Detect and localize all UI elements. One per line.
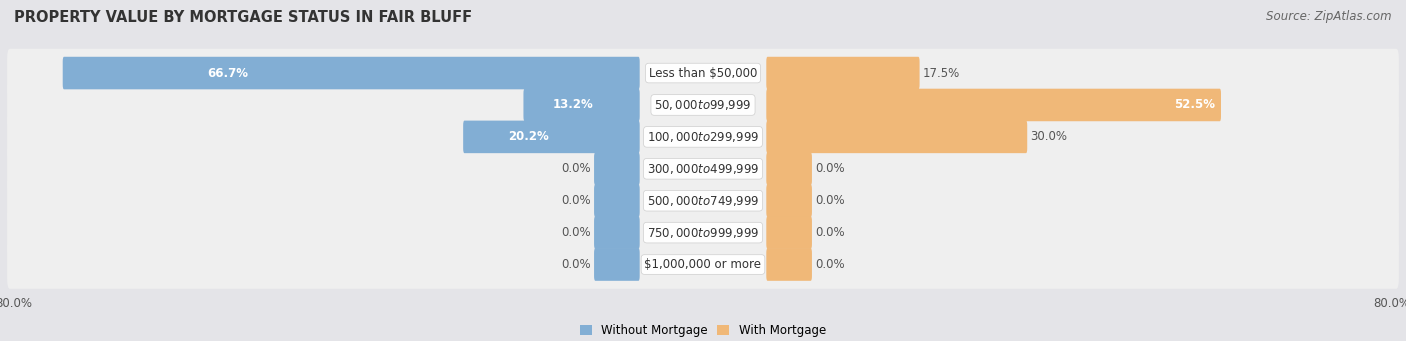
Text: $300,000 to $499,999: $300,000 to $499,999 [647,162,759,176]
Text: 30.0%: 30.0% [1031,130,1067,143]
Legend: Without Mortgage, With Mortgage: Without Mortgage, With Mortgage [575,320,831,341]
FancyBboxPatch shape [7,113,1399,161]
Text: PROPERTY VALUE BY MORTGAGE STATUS IN FAIR BLUFF: PROPERTY VALUE BY MORTGAGE STATUS IN FAI… [14,10,472,25]
FancyBboxPatch shape [766,121,1028,153]
FancyBboxPatch shape [7,176,1399,225]
Text: 13.2%: 13.2% [553,99,593,112]
Text: 0.0%: 0.0% [815,162,845,175]
FancyBboxPatch shape [63,57,640,89]
Text: $100,000 to $299,999: $100,000 to $299,999 [647,130,759,144]
Text: 17.5%: 17.5% [922,66,960,79]
Text: 66.7%: 66.7% [208,66,249,79]
FancyBboxPatch shape [766,57,920,89]
FancyBboxPatch shape [595,184,640,217]
FancyBboxPatch shape [595,216,640,249]
Text: 0.0%: 0.0% [815,226,845,239]
FancyBboxPatch shape [766,152,811,185]
Text: 0.0%: 0.0% [561,162,591,175]
Text: $1,000,000 or more: $1,000,000 or more [644,258,762,271]
FancyBboxPatch shape [766,89,1220,121]
FancyBboxPatch shape [766,216,811,249]
Text: 52.5%: 52.5% [1174,99,1215,112]
FancyBboxPatch shape [7,208,1399,257]
Text: 0.0%: 0.0% [561,194,591,207]
Text: 0.0%: 0.0% [561,226,591,239]
Text: 20.2%: 20.2% [508,130,548,143]
Text: $500,000 to $749,999: $500,000 to $749,999 [647,194,759,208]
FancyBboxPatch shape [595,152,640,185]
Text: $750,000 to $999,999: $750,000 to $999,999 [647,226,759,240]
FancyBboxPatch shape [595,248,640,281]
Text: $50,000 to $99,999: $50,000 to $99,999 [654,98,752,112]
FancyBboxPatch shape [523,89,640,121]
FancyBboxPatch shape [7,81,1399,129]
Text: Less than $50,000: Less than $50,000 [648,66,758,79]
FancyBboxPatch shape [7,49,1399,97]
Text: 0.0%: 0.0% [815,258,845,271]
FancyBboxPatch shape [7,240,1399,289]
Text: 0.0%: 0.0% [561,258,591,271]
FancyBboxPatch shape [766,184,811,217]
Text: Source: ZipAtlas.com: Source: ZipAtlas.com [1267,10,1392,23]
FancyBboxPatch shape [766,248,811,281]
Text: 0.0%: 0.0% [815,194,845,207]
FancyBboxPatch shape [463,121,640,153]
FancyBboxPatch shape [7,145,1399,193]
